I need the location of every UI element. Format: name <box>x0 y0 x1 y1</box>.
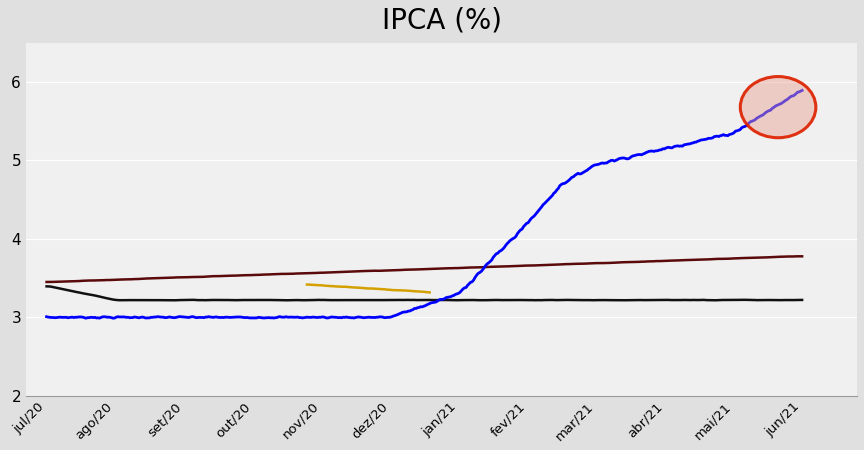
Ellipse shape <box>740 76 816 138</box>
Title: IPCA (%): IPCA (%) <box>382 7 501 35</box>
